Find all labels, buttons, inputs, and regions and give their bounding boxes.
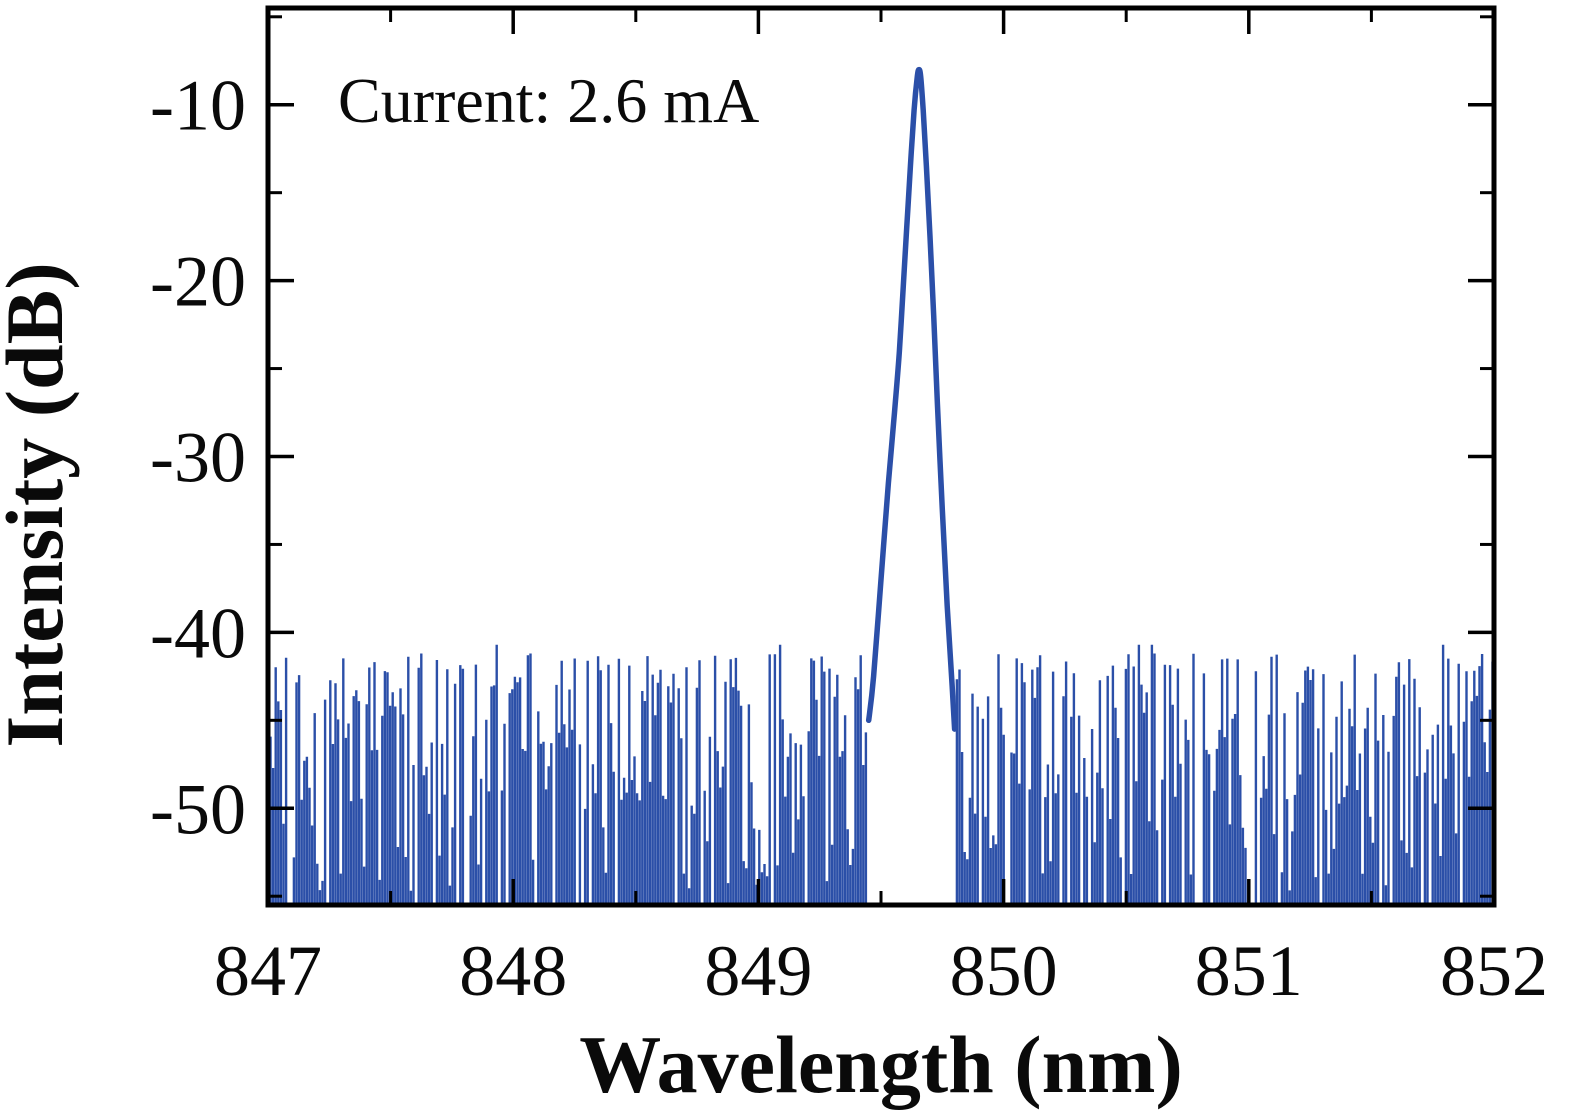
x-tick-label: 851 bbox=[1195, 931, 1303, 1011]
noise-floor-trace bbox=[269, 644, 1494, 904]
x-tick-label: 850 bbox=[950, 931, 1058, 1011]
y-tick-label: -10 bbox=[150, 66, 246, 146]
tick-label-layer: 847 848 849 850 851 852 -10 -20 -30 -40 -50 bbox=[150, 66, 1548, 1011]
y-tick-label: -50 bbox=[150, 769, 246, 849]
y-tick-label: -30 bbox=[150, 418, 246, 498]
y-tick-label: -40 bbox=[150, 593, 246, 673]
x-tick-label: 847 bbox=[214, 931, 322, 1011]
laser-peak-layer bbox=[865, 66, 958, 732]
current-annotation: Current: 2.6 mA bbox=[338, 65, 759, 136]
y-axis-label: Intensity (dB) bbox=[0, 262, 80, 747]
x-tick-label: 849 bbox=[704, 931, 812, 1011]
x-axis-label: Wavelength (nm) bbox=[579, 1019, 1183, 1110]
noise-floor-layer bbox=[269, 644, 1494, 904]
x-tick-label: 852 bbox=[1440, 931, 1548, 1011]
plot-frame bbox=[265, 5, 1497, 908]
x-tick-label: 848 bbox=[459, 931, 567, 1011]
laser-peak-trace bbox=[865, 66, 958, 732]
y-tick-label: -20 bbox=[150, 242, 246, 322]
